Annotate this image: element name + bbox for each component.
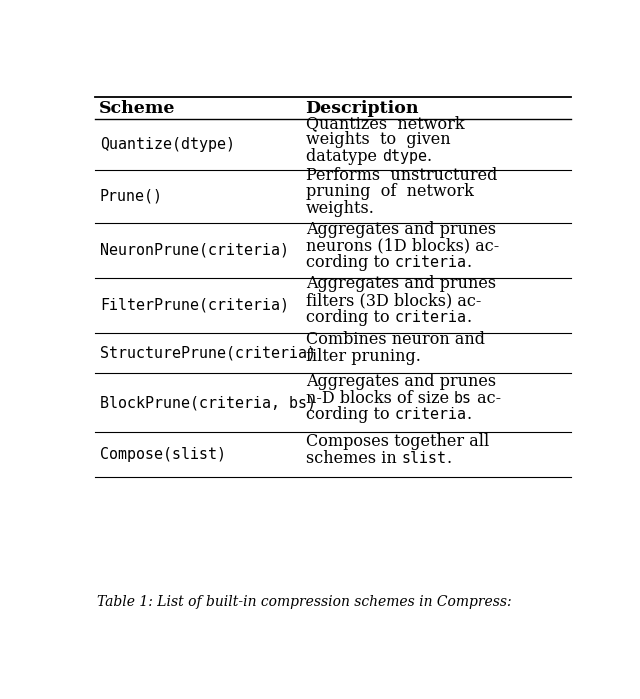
Text: .: . [467, 406, 472, 423]
Text: slist: slist [401, 451, 447, 466]
Text: Aggregates and prunes: Aggregates and prunes [306, 373, 496, 390]
Text: datatype: datatype [306, 148, 382, 165]
Text: FilterPrune(criteria): FilterPrune(criteria) [100, 298, 289, 312]
Text: bs: bs [454, 391, 472, 405]
Text: Performs  unstructured: Performs unstructured [306, 166, 497, 184]
Text: schemes in: schemes in [306, 449, 401, 467]
Text: Quantize(dtype): Quantize(dtype) [100, 137, 235, 152]
Text: StructurePrune(criteria): StructurePrune(criteria) [100, 345, 316, 360]
Text: Quantizes  network: Quantizes network [306, 115, 464, 131]
Text: Prune(): Prune() [100, 189, 163, 204]
Text: cording to: cording to [306, 406, 394, 423]
Text: n-D blocks of size: n-D blocks of size [306, 389, 454, 407]
Text: cording to: cording to [306, 309, 394, 326]
Text: weights.: weights. [306, 200, 374, 217]
Text: .: . [447, 449, 452, 467]
Text: criteria: criteria [394, 310, 467, 325]
Text: BlockPrune(criteria, bs): BlockPrune(criteria, bs) [100, 395, 316, 410]
Text: NeuronPrune(criteria): NeuronPrune(criteria) [100, 243, 289, 258]
Text: .: . [467, 254, 472, 271]
Text: pruning  of  network: pruning of network [306, 183, 474, 201]
Text: Compose(slist): Compose(slist) [100, 447, 226, 462]
Text: weights  to  given: weights to given [306, 131, 451, 148]
Text: neurons (1D blocks) ac-: neurons (1D blocks) ac- [306, 237, 499, 254]
Text: Composes together all: Composes together all [306, 433, 489, 450]
Text: Description: Description [305, 99, 418, 117]
Text: ac-: ac- [472, 389, 501, 407]
Text: .: . [427, 148, 432, 165]
Text: Scheme: Scheme [99, 99, 175, 117]
Text: filters (3D blocks) ac-: filters (3D blocks) ac- [306, 292, 481, 309]
Text: .: . [467, 309, 472, 326]
Text: Combines neuron and: Combines neuron and [306, 331, 484, 348]
Text: Table 1: List of built-in compression schemes in Compress:: Table 1: List of built-in compression sc… [97, 595, 512, 609]
Text: Aggregates and prunes: Aggregates and prunes [306, 275, 496, 292]
Text: criteria: criteria [394, 255, 467, 270]
Text: Aggregates and prunes: Aggregates and prunes [306, 220, 496, 238]
Text: criteria: criteria [394, 408, 467, 422]
Text: dtype: dtype [382, 149, 427, 164]
Text: cording to: cording to [306, 254, 394, 271]
Text: filter pruning.: filter pruning. [306, 348, 420, 365]
